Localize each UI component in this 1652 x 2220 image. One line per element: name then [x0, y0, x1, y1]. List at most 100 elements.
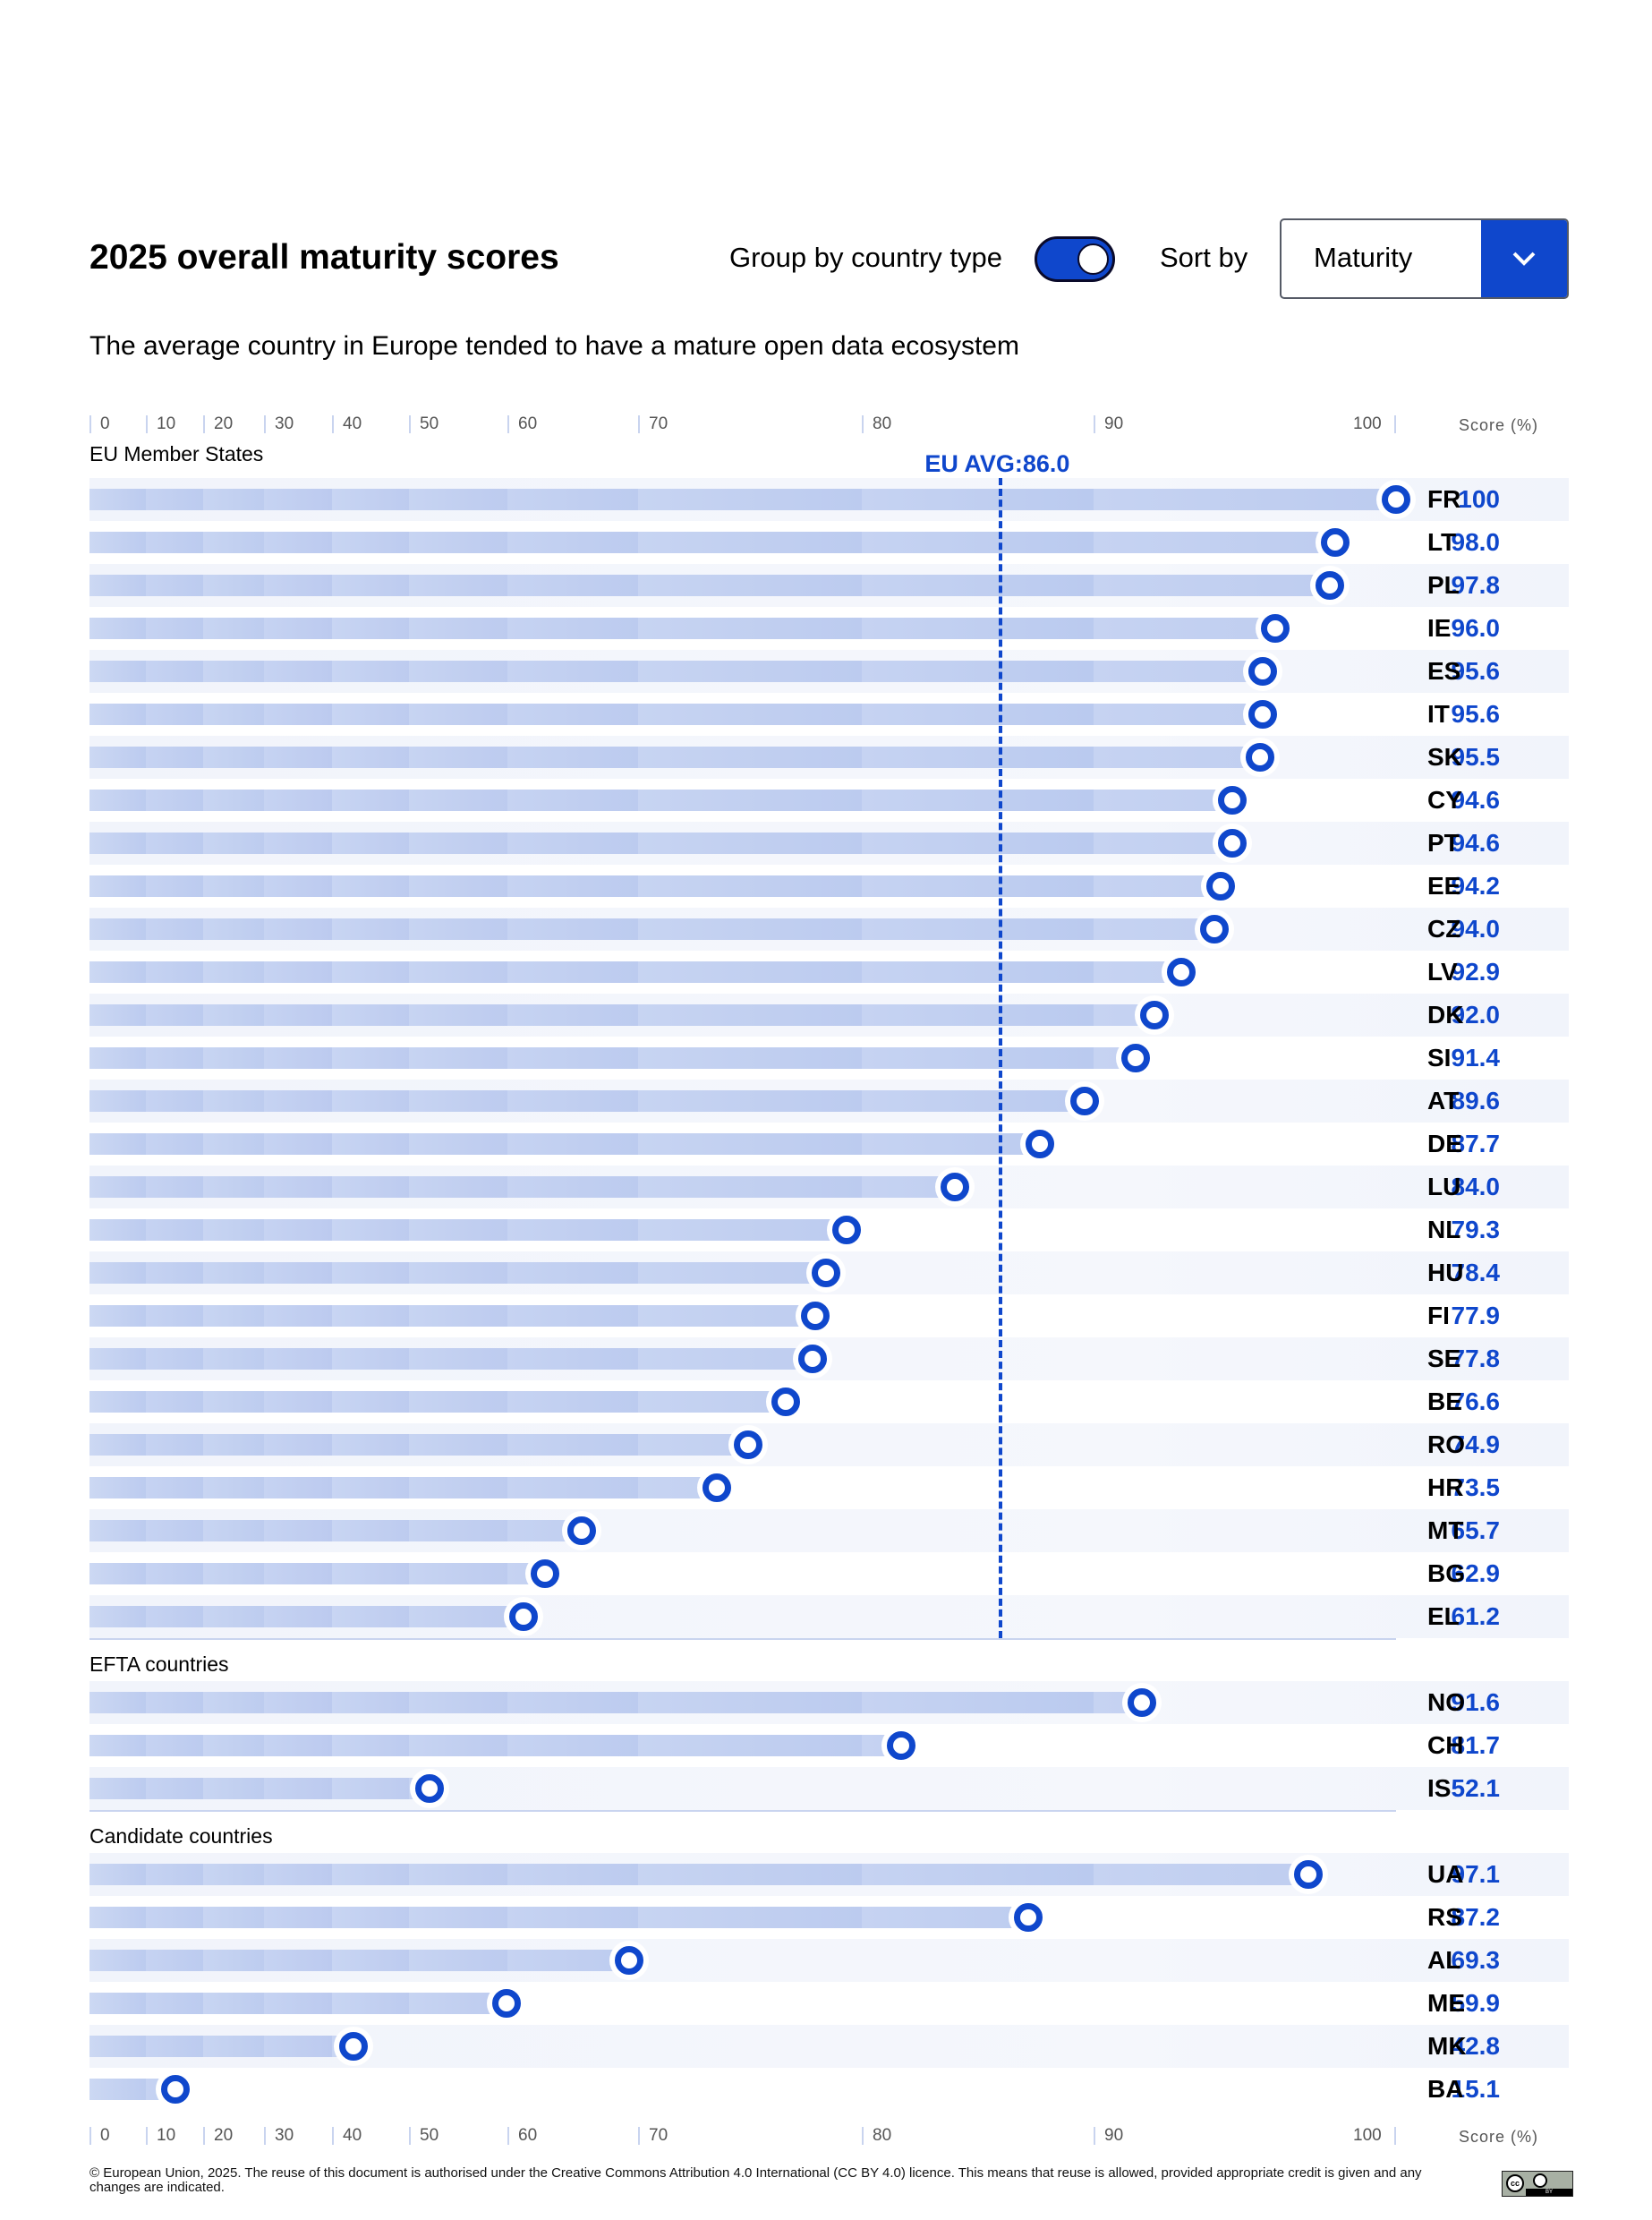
score-marker-is[interactable] [410, 1769, 450, 1808]
country-row[interactable]: 95.5 SK [89, 736, 1569, 779]
score-marker-be[interactable] [766, 1382, 805, 1422]
country-row[interactable]: 62.9 BG [89, 1552, 1569, 1595]
country-row[interactable]: 95.6 IT [89, 693, 1569, 736]
score-marker-cy[interactable] [1213, 781, 1253, 820]
bar-segment [264, 1993, 332, 2014]
bar-segment [638, 1735, 862, 1756]
score-marker-dk[interactable] [1134, 995, 1174, 1035]
country-row[interactable]: 65.7 MT [89, 1509, 1569, 1552]
score-marker-lt[interactable] [1316, 523, 1356, 562]
country-row[interactable]: 92.0 DK [89, 994, 1569, 1037]
country-row[interactable]: 77.9 FI [89, 1294, 1569, 1337]
score-marker-mk[interactable] [334, 2027, 374, 2066]
country-row[interactable]: 61.2 EL [89, 1595, 1569, 1638]
country-code: PL [1427, 571, 1460, 599]
country-row[interactable]: 52.1 IS [89, 1767, 1569, 1810]
score-marker-es[interactable] [1243, 652, 1283, 691]
country-row[interactable]: 89.6 AT [89, 1080, 1569, 1123]
score-marker-pl[interactable] [1309, 566, 1350, 605]
bar-segment [638, 747, 862, 768]
group-label-efta-countries: EFTA countries [89, 1652, 229, 1676]
country-row[interactable]: 74.9 RO [89, 1423, 1569, 1466]
country-row[interactable]: 15.1 BA [89, 2068, 1569, 2111]
bar-segment [409, 1606, 507, 1627]
score-marker-me[interactable] [486, 1984, 526, 2023]
bottom-x-tick-60: 60 [507, 2126, 537, 2146]
bar-segment [1094, 747, 1260, 768]
top-x-tick-60: 60 [507, 414, 537, 434]
bar-segment [89, 918, 146, 940]
country-row[interactable]: 91.6 NO [89, 1681, 1569, 1724]
country-row[interactable]: 98.0 LT [89, 521, 1569, 564]
score-marker-pt[interactable] [1213, 824, 1253, 863]
score-value: 52.1 [1451, 1774, 1501, 1802]
score-marker-lu[interactable] [934, 1167, 975, 1207]
country-row[interactable]: 59.9 ME [89, 1982, 1569, 2025]
score-marker-at[interactable] [1064, 1081, 1104, 1121]
score-marker-ro[interactable] [728, 1425, 768, 1464]
country-row[interactable]: 84.0 LU [89, 1166, 1569, 1208]
score-marker-si[interactable] [1116, 1038, 1156, 1078]
score-marker-ba[interactable] [155, 2070, 195, 2109]
country-row[interactable]: 95.6 ES [89, 650, 1569, 693]
country-code: IS [1427, 1774, 1452, 1802]
score-marker-ua[interactable] [1288, 1855, 1328, 1894]
country-row[interactable]: 100 FR [89, 478, 1569, 521]
score-marker-hr[interactable] [696, 1468, 737, 1507]
group-by-country-type-toggle[interactable] [1035, 236, 1115, 282]
country-row[interactable]: 73.5 HR [89, 1466, 1569, 1509]
score-marker-el[interactable] [503, 1597, 543, 1636]
bar-segment [862, 875, 1094, 897]
country-row[interactable]: 97.1 UA [89, 1853, 1569, 1896]
country-row[interactable]: 69.3 AL [89, 1939, 1569, 1982]
country-row[interactable]: 94.6 CY [89, 779, 1569, 822]
country-row[interactable]: 91.4 SI [89, 1037, 1569, 1080]
bar-segment [89, 1606, 146, 1627]
country-code: CZ [1427, 915, 1461, 943]
dropdown-button[interactable] [1481, 220, 1567, 297]
score-marker-sk[interactable] [1239, 738, 1280, 777]
score-bar [89, 1520, 583, 1541]
eu-average-label: EU AVG:86.0 [924, 450, 1070, 477]
country-row[interactable]: 94.0 CZ [89, 908, 1569, 951]
bar-segment [862, 961, 1094, 983]
score-marker-lv[interactable] [1162, 952, 1202, 992]
bar-segment [89, 532, 146, 553]
country-row[interactable]: 87.2 RS [89, 1896, 1569, 1939]
country-row[interactable]: 94.2 EE [89, 865, 1569, 908]
country-row[interactable]: 79.3 NL [89, 1208, 1569, 1251]
score-marker-it[interactable] [1243, 695, 1283, 734]
score-marker-no[interactable] [1122, 1683, 1162, 1722]
bar-segment [203, 661, 264, 682]
bar-segment [264, 1606, 332, 1627]
country-row[interactable]: 96.0 IE [89, 607, 1569, 650]
country-row[interactable]: 92.9 LV [89, 951, 1569, 994]
score-marker-nl[interactable] [826, 1210, 866, 1250]
bar-segment [409, 1348, 507, 1370]
score-marker-bg[interactable] [525, 1554, 566, 1593]
bar-segment [507, 1219, 638, 1241]
country-row[interactable]: 94.6 PT [89, 822, 1569, 865]
score-marker-ch[interactable] [881, 1726, 922, 1765]
score-marker-se[interactable] [793, 1339, 832, 1379]
score-marker-mt[interactable] [562, 1511, 602, 1550]
score-marker-hu[interactable] [806, 1253, 846, 1293]
score-marker-fr[interactable] [1376, 480, 1416, 519]
country-row[interactable]: 81.7 CH [89, 1724, 1569, 1767]
country-row[interactable]: 76.6 BE [89, 1380, 1569, 1423]
score-value: 87.7 [1451, 1130, 1501, 1157]
sort-by-dropdown[interactable]: Maturity [1280, 218, 1569, 299]
bar-segment [507, 875, 638, 897]
bar-segment [203, 1348, 264, 1370]
score-marker-rs[interactable] [1009, 1898, 1049, 1937]
country-code: NO [1427, 1688, 1465, 1716]
score-marker-fi[interactable] [795, 1296, 835, 1336]
score-marker-de[interactable] [1020, 1124, 1060, 1164]
x-tick-mark [264, 2127, 266, 2145]
score-marker-al[interactable] [609, 1941, 649, 1980]
country-row[interactable]: 42.8 MK [89, 2025, 1569, 2068]
score-marker-ee[interactable] [1200, 867, 1240, 906]
score-marker-ie[interactable] [1255, 609, 1295, 648]
score-marker-cz[interactable] [1195, 909, 1235, 949]
country-row[interactable]: 87.7 DE [89, 1123, 1569, 1166]
